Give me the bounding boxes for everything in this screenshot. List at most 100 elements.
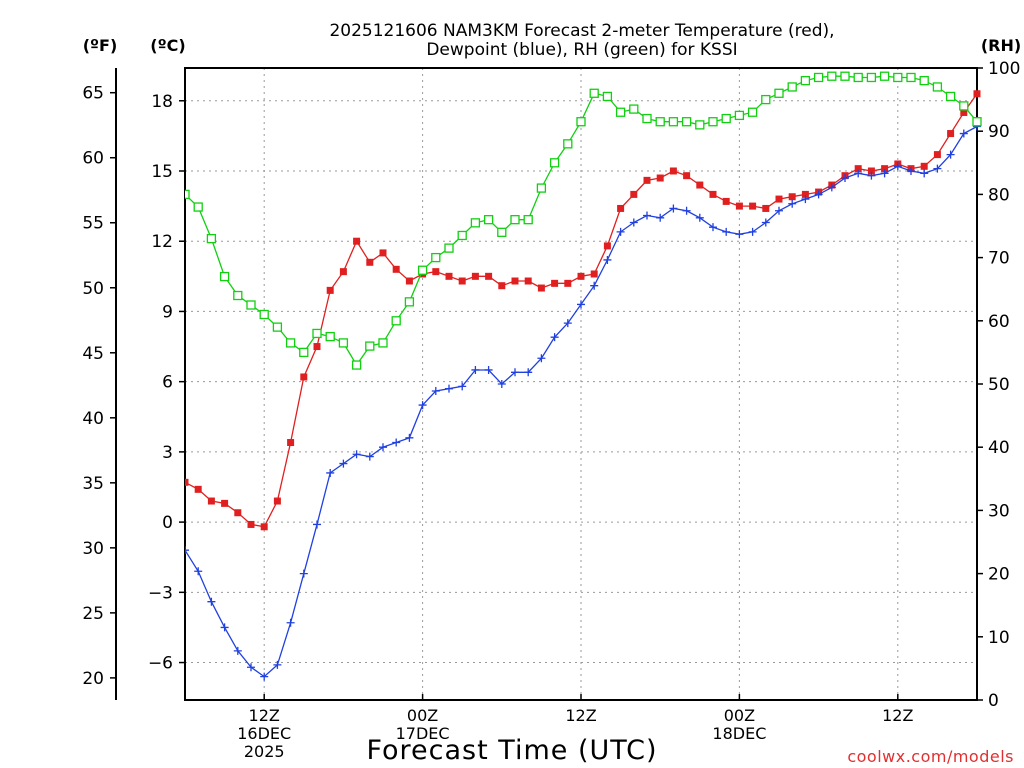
data-point — [485, 272, 493, 280]
data-point — [867, 167, 875, 175]
data-point — [880, 169, 889, 178]
data-point — [629, 218, 638, 227]
x-tick-label: 12Z — [565, 706, 596, 725]
data-point — [353, 237, 361, 245]
rh-tick-label: 100 — [988, 59, 1020, 79]
data-point — [722, 227, 731, 236]
data-point — [326, 468, 335, 477]
data-point — [933, 164, 942, 173]
data-point — [972, 117, 982, 127]
fahrenheit-tick-label: 30 — [82, 539, 104, 559]
data-point — [497, 227, 507, 237]
data-point — [709, 190, 717, 198]
data-point — [247, 520, 255, 528]
data-point — [577, 272, 585, 280]
data-point — [630, 190, 638, 198]
data-point — [299, 569, 308, 578]
series-dewpoint — [185, 122, 981, 681]
data-point — [788, 193, 796, 201]
data-point — [668, 117, 679, 127]
data-point — [458, 382, 467, 391]
data-point — [734, 110, 745, 121]
data-point — [273, 497, 281, 505]
data-point — [775, 195, 783, 203]
data-point — [787, 82, 797, 92]
data-point — [973, 90, 981, 98]
data-point — [919, 75, 929, 86]
data-point — [801, 190, 809, 198]
data-point — [656, 174, 664, 182]
data-point — [498, 282, 506, 290]
data-point — [589, 88, 599, 98]
data-point — [761, 218, 770, 227]
rh-tick-label: 70 — [988, 249, 1010, 269]
data-point — [735, 202, 743, 210]
data-point — [959, 129, 968, 138]
data-point — [761, 94, 771, 105]
data-point — [615, 107, 626, 117]
data-point — [563, 139, 573, 149]
x-tick-label: 00Z — [724, 706, 755, 725]
data-point — [379, 443, 387, 452]
data-point — [932, 82, 943, 92]
fahrenheit-tick-label: 35 — [82, 474, 104, 494]
data-point — [537, 354, 546, 363]
data-point — [695, 213, 704, 222]
data-point — [549, 158, 560, 168]
data-point — [417, 265, 428, 275]
data-point — [708, 117, 718, 127]
data-point — [603, 255, 612, 264]
chart-title-line-2: Dewpoint (blue), RH (green) for KSSI — [426, 40, 737, 60]
celsius-tick-label: 12 — [151, 232, 173, 252]
celsius-tick-label: 9 — [162, 302, 173, 322]
data-point — [947, 130, 955, 138]
data-point — [511, 277, 519, 285]
data-point — [946, 150, 955, 159]
data-point — [800, 75, 811, 86]
data-point — [458, 277, 466, 285]
celsius-axis-ticks: −6 −3 0 3 6 9 12 15 18 — [148, 92, 185, 674]
rh-tick-label: 90 — [988, 122, 1010, 142]
data-series — [185, 71, 982, 681]
data-point — [959, 101, 969, 111]
data-point — [206, 233, 217, 244]
data-point — [681, 117, 692, 127]
data-point — [775, 206, 783, 215]
fahrenheit-tick-label: 40 — [82, 409, 104, 429]
data-point — [656, 213, 665, 222]
data-point — [272, 322, 283, 332]
fahrenheit-tick-label: 65 — [82, 84, 104, 104]
data-point — [590, 281, 599, 290]
data-point — [405, 433, 414, 442]
data-point — [603, 242, 611, 250]
data-point — [841, 174, 849, 183]
data-point — [418, 401, 427, 410]
data-point — [643, 176, 651, 184]
data-point — [273, 660, 282, 669]
data-point — [194, 567, 203, 576]
data-point — [220, 623, 229, 632]
data-point — [405, 277, 413, 285]
rh-tick-label: 40 — [988, 438, 1010, 458]
data-point — [576, 117, 586, 127]
data-point — [379, 249, 387, 257]
data-point — [563, 319, 572, 328]
data-point — [233, 646, 242, 655]
data-point — [352, 450, 361, 459]
data-point — [431, 252, 441, 263]
data-point — [219, 271, 230, 282]
data-point — [827, 71, 837, 81]
data-point — [867, 171, 876, 180]
data-point — [234, 509, 242, 517]
data-point — [537, 284, 545, 292]
data-point — [536, 183, 547, 193]
data-point — [233, 290, 243, 301]
rh-tick-label: 10 — [988, 628, 1010, 648]
fahrenheit-tick-label: 50 — [82, 279, 104, 299]
data-point — [260, 523, 268, 531]
chart-title-line-1: 2025121606 NAM3KM Forecast 2-meter Tempe… — [329, 21, 834, 41]
data-point — [326, 286, 334, 294]
data-point — [762, 204, 770, 212]
data-point — [748, 227, 757, 236]
data-point — [193, 202, 203, 212]
